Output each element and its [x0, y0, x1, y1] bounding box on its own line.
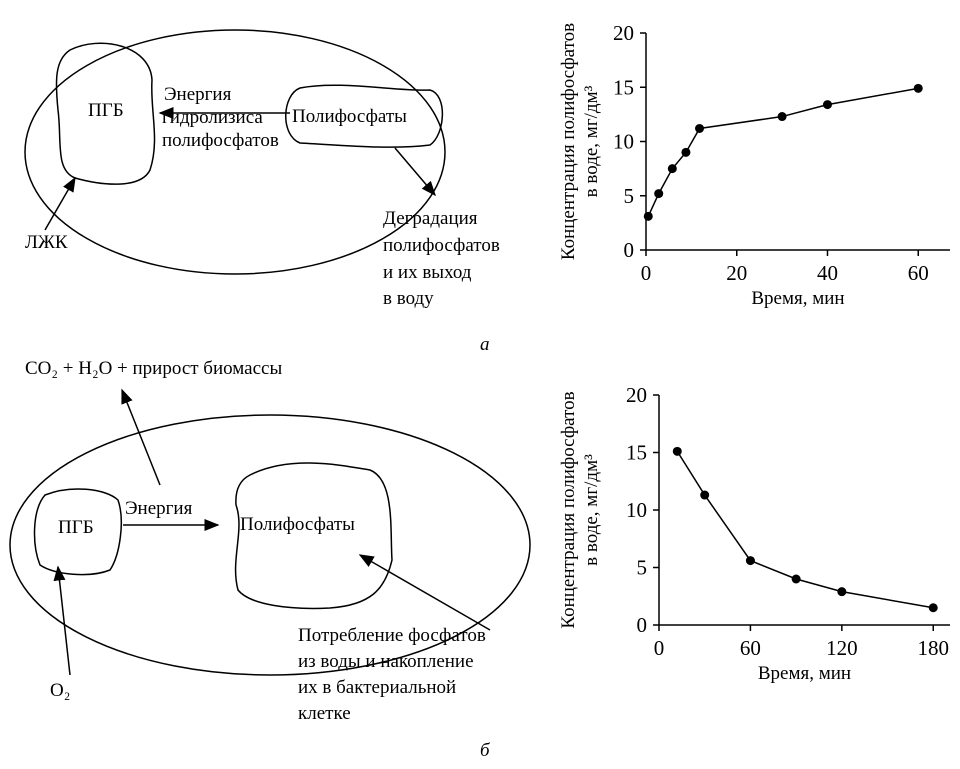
arrow — [121, 388, 161, 486]
pgb-blob — [33, 488, 123, 576]
y-axis-label: Концентрация полифосфатов — [558, 23, 579, 260]
label: полифосфатов — [383, 235, 500, 256]
point — [681, 147, 691, 157]
point — [837, 587, 847, 597]
point — [928, 603, 938, 613]
label: Энергия — [125, 498, 193, 519]
y-tick-label: 0 — [637, 613, 648, 637]
x-tick-label: 0 — [641, 261, 652, 285]
point — [913, 83, 923, 93]
y-axis-label: Концентрация полифосфатов — [558, 391, 579, 628]
label: CO₂ + H₂O + прирост биомассы — [25, 358, 282, 379]
line — [676, 450, 934, 609]
label: ПГБ — [58, 517, 94, 538]
y-tick-label: 20 — [626, 383, 647, 407]
y-axis-label: в воде, мг/дм³ — [581, 85, 602, 197]
diagram-a: ПГБ Энергия гидролизиса полифосфатов Пол… — [24, 29, 500, 355]
point — [700, 490, 710, 500]
label: ПГБ — [88, 100, 124, 121]
point — [791, 574, 801, 584]
x-axis-label: Время, мин — [751, 288, 844, 309]
point — [643, 211, 653, 221]
label: Потребление фосфатов — [298, 625, 486, 646]
x-tick-label: 40 — [817, 261, 838, 285]
point — [672, 446, 682, 456]
arrow — [53, 565, 71, 676]
label: в воду — [383, 288, 434, 309]
x-tick-label: 120 — [826, 636, 858, 660]
point — [745, 556, 755, 566]
y-tick-label: 15 — [613, 75, 634, 99]
label: ЛЖК — [25, 232, 68, 253]
point — [654, 189, 664, 199]
y-tick-label: 20 — [613, 21, 634, 45]
x-tick-label: 60 — [908, 261, 929, 285]
x-tick-label: 20 — [726, 261, 747, 285]
y-tick-label: 10 — [626, 498, 647, 522]
poly-blob — [234, 462, 393, 610]
y-tick-label: 15 — [626, 441, 647, 465]
x-tick-label: 0 — [654, 636, 665, 660]
point — [695, 123, 705, 133]
label: Полифосфаты — [240, 514, 355, 535]
label: гидролизиса — [162, 107, 263, 128]
caption: б — [480, 740, 491, 761]
point — [822, 100, 832, 110]
caption: а — [480, 334, 490, 355]
cell — [24, 29, 446, 275]
point — [777, 112, 787, 122]
arrow — [358, 554, 491, 631]
poly-blob — [285, 84, 444, 148]
x-axis-label: Время, мин — [758, 663, 851, 684]
point — [667, 164, 677, 174]
cell — [9, 414, 531, 676]
label: полифосфатов — [162, 130, 279, 151]
label: Деградация — [383, 208, 478, 229]
label: их в бактериальной — [298, 677, 456, 698]
arrow — [44, 176, 76, 231]
y-tick-label: 5 — [624, 184, 635, 208]
x-tick-label: 60 — [740, 636, 761, 660]
label: и их выход — [383, 262, 472, 283]
label: Полифосфаты — [292, 106, 407, 127]
pgb-blob — [55, 42, 156, 185]
arrow — [394, 147, 436, 197]
x-tick-label: 180 — [917, 636, 949, 660]
line — [647, 87, 919, 217]
diagram-b: CO₂ + H₂O + прирост биомассы ПГБ Энергия… — [9, 358, 531, 761]
label: клетке — [298, 703, 351, 724]
label: из воды и накопление — [298, 651, 474, 672]
label: O₂ — [50, 680, 70, 701]
y-tick-label: 5 — [637, 556, 648, 580]
y-tick-label: 0 — [624, 238, 635, 262]
y-tick-label: 10 — [613, 130, 634, 154]
y-axis-label: в воде, мг/дм³ — [581, 454, 602, 566]
label: Энергия — [164, 84, 232, 105]
